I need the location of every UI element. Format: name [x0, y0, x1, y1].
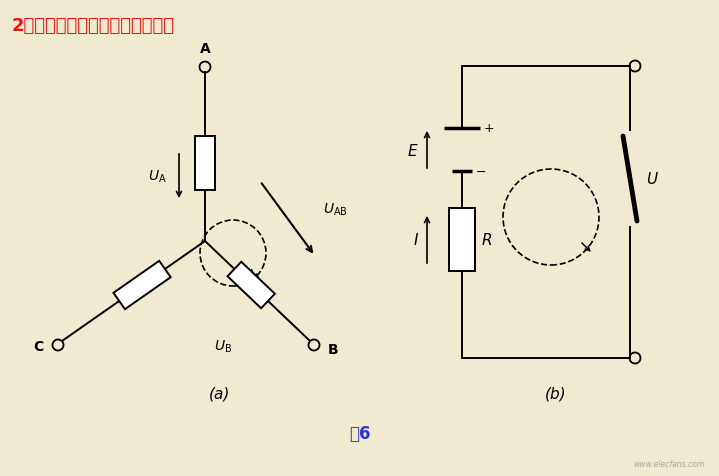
Text: B: B	[328, 342, 339, 356]
Text: +: +	[484, 122, 495, 135]
Text: −: −	[476, 165, 487, 178]
Text: $R$: $R$	[481, 232, 493, 248]
Text: $U_{\mathsf{B}}$: $U_{\mathsf{B}}$	[214, 338, 232, 355]
Polygon shape	[227, 262, 275, 308]
Text: 2、基尔霍夫电压定律的推广应用: 2、基尔霍夫电压定律的推广应用	[12, 17, 175, 35]
Text: (b): (b)	[545, 386, 567, 401]
Text: $U$: $U$	[646, 171, 659, 187]
Text: $U_{\mathsf{A}}$: $U_{\mathsf{A}}$	[148, 169, 167, 185]
Text: C: C	[34, 339, 44, 353]
Text: $E$: $E$	[408, 142, 419, 158]
Text: $I$: $I$	[413, 232, 419, 248]
Text: 图6: 图6	[349, 424, 371, 442]
Bar	[449, 208, 475, 271]
Polygon shape	[195, 136, 215, 190]
Text: $U_{\mathsf{AB}}$: $U_{\mathsf{AB}}$	[323, 201, 348, 217]
Text: (a): (a)	[209, 386, 231, 401]
Text: A: A	[200, 42, 211, 56]
Polygon shape	[114, 261, 170, 309]
Text: www.elecfans.com: www.elecfans.com	[633, 459, 705, 468]
